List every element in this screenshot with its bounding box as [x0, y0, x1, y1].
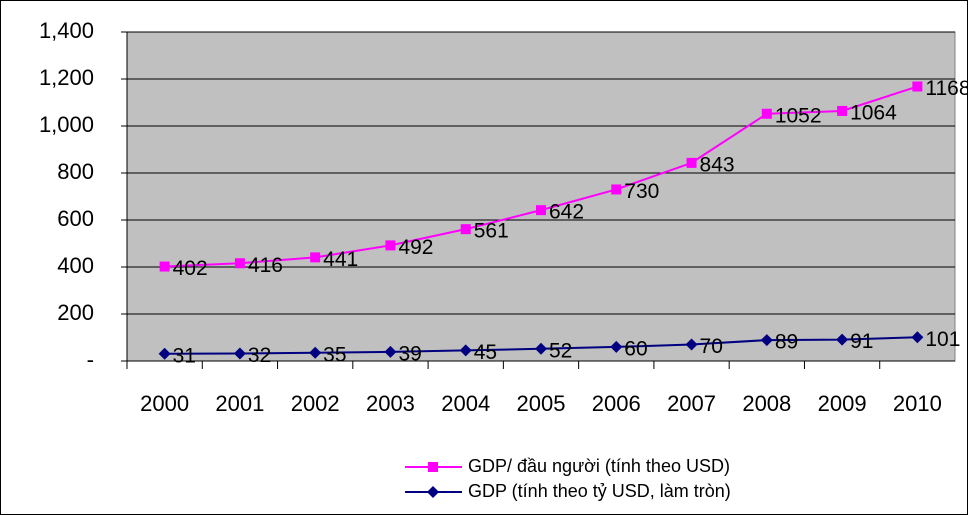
- data-label: 730: [624, 180, 659, 203]
- data-label: 89: [775, 331, 798, 354]
- data-label: 843: [700, 153, 735, 176]
- marker: [610, 340, 623, 353]
- marker: [310, 252, 321, 263]
- y-tick-label: 600: [57, 206, 94, 231]
- marker: [760, 334, 773, 347]
- marker: [837, 105, 848, 116]
- y-tick-label: 200: [57, 300, 94, 325]
- marker: [309, 346, 322, 359]
- data-label: 492: [398, 236, 433, 259]
- data-label: 31: [173, 344, 196, 367]
- y-tick-label: 1,200: [39, 65, 94, 90]
- data-label: 1052: [775, 104, 822, 127]
- marker: [761, 108, 772, 119]
- x-tick-label: 2002: [291, 391, 340, 416]
- marker: [536, 205, 546, 216]
- x-tick-label: 2006: [592, 391, 641, 416]
- data-label: 45: [474, 341, 497, 364]
- marker: [685, 338, 698, 351]
- marker: [159, 261, 170, 272]
- data-label: 1168: [925, 77, 968, 100]
- data-label: 402: [173, 257, 208, 280]
- data-label: 52: [549, 339, 572, 362]
- data-label: 35: [323, 343, 346, 366]
- data-label: 39: [398, 342, 421, 365]
- x-tick-label: 2007: [667, 391, 716, 416]
- x-tick-label: 2008: [742, 391, 791, 416]
- data-label: 441: [323, 248, 358, 271]
- x-tick-label: 2010: [893, 391, 942, 416]
- data-label: 60: [624, 337, 647, 360]
- legend-label: GDP (tính theo tỷ USD, làm tròn): [468, 481, 731, 501]
- y-tick-label: 1,000: [39, 112, 94, 137]
- data-label: 91: [850, 330, 873, 353]
- marker: [911, 331, 924, 344]
- x-tick-label: 2001: [215, 391, 264, 416]
- plot-area: [126, 31, 956, 362]
- marker: [158, 347, 171, 360]
- x-tick-label: 2009: [818, 391, 867, 416]
- marker: [427, 486, 439, 498]
- data-label: 101: [925, 328, 960, 351]
- marker: [460, 224, 471, 235]
- y-tick-label: 400: [57, 253, 94, 278]
- y-tick-label: 800: [57, 159, 94, 184]
- marker: [428, 462, 438, 472]
- data-label: 1064: [850, 102, 897, 125]
- marker: [459, 344, 472, 357]
- data-label: 561: [474, 220, 509, 243]
- marker: [686, 157, 697, 168]
- x-tick-label: 2005: [517, 391, 566, 416]
- legend-label: GDP/ đầu người (tính theo USD): [468, 456, 730, 476]
- marker: [233, 347, 246, 360]
- x-tick-label: 2000: [140, 391, 189, 416]
- marker: [535, 342, 547, 355]
- marker: [912, 81, 923, 92]
- marker: [385, 240, 396, 251]
- data-label: 32: [248, 344, 271, 367]
- data-label: 70: [700, 335, 723, 358]
- marker: [384, 345, 397, 358]
- marker: [611, 184, 622, 195]
- marker: [234, 258, 245, 269]
- data-label: 642: [549, 201, 584, 224]
- y-tick-label: 1,400: [39, 18, 94, 43]
- marker: [836, 333, 849, 346]
- x-tick-label: 2003: [366, 391, 415, 416]
- y-tick-label: -: [87, 347, 94, 372]
- data-label: 416: [248, 254, 283, 277]
- x-tick-label: 2004: [441, 391, 490, 416]
